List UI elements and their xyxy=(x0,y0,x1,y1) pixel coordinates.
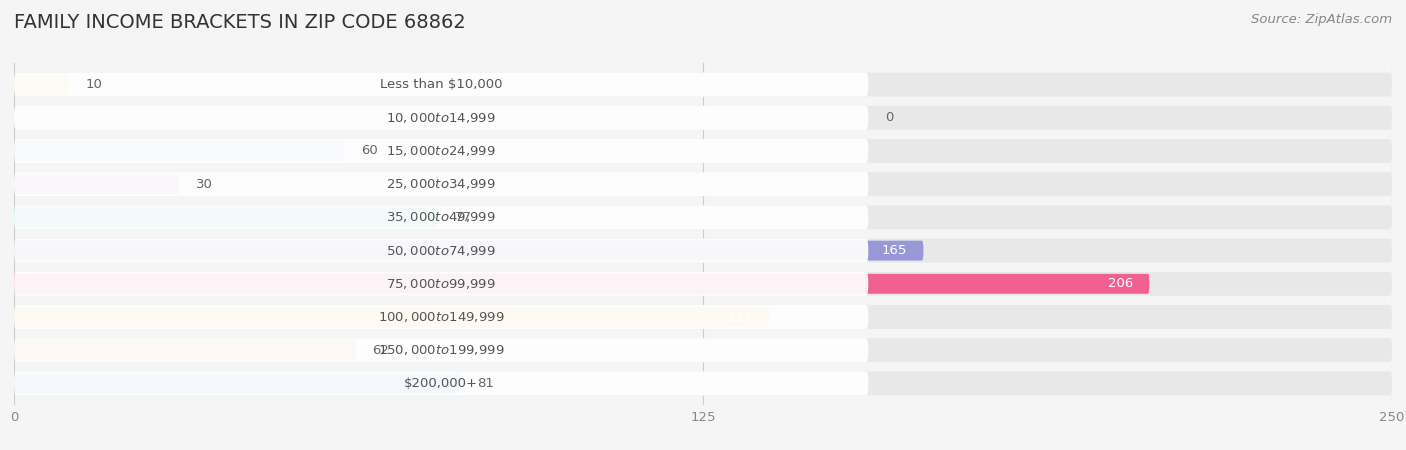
Text: 77: 77 xyxy=(456,211,472,224)
FancyBboxPatch shape xyxy=(14,206,869,230)
Text: Less than $10,000: Less than $10,000 xyxy=(380,78,502,91)
FancyBboxPatch shape xyxy=(14,305,1392,329)
Text: $25,000 to $34,999: $25,000 to $34,999 xyxy=(387,177,496,191)
FancyBboxPatch shape xyxy=(14,238,1392,262)
FancyBboxPatch shape xyxy=(14,238,869,262)
Text: $75,000 to $99,999: $75,000 to $99,999 xyxy=(387,277,496,291)
FancyBboxPatch shape xyxy=(14,338,1392,362)
FancyBboxPatch shape xyxy=(14,207,439,227)
Text: 165: 165 xyxy=(882,244,907,257)
FancyBboxPatch shape xyxy=(14,172,1392,196)
FancyBboxPatch shape xyxy=(14,106,1392,130)
Text: $10,000 to $14,999: $10,000 to $14,999 xyxy=(387,111,496,125)
FancyBboxPatch shape xyxy=(14,139,1392,163)
FancyBboxPatch shape xyxy=(14,272,869,296)
Text: 206: 206 xyxy=(1108,277,1133,290)
FancyBboxPatch shape xyxy=(14,371,869,396)
FancyBboxPatch shape xyxy=(14,141,344,161)
FancyBboxPatch shape xyxy=(14,75,69,94)
Text: $150,000 to $199,999: $150,000 to $199,999 xyxy=(378,343,505,357)
FancyBboxPatch shape xyxy=(14,72,869,97)
Text: 137: 137 xyxy=(727,310,752,324)
Text: FAMILY INCOME BRACKETS IN ZIP CODE 68862: FAMILY INCOME BRACKETS IN ZIP CODE 68862 xyxy=(14,14,465,32)
FancyBboxPatch shape xyxy=(14,72,1392,97)
FancyBboxPatch shape xyxy=(14,340,356,360)
FancyBboxPatch shape xyxy=(14,274,1150,294)
Text: 0: 0 xyxy=(884,111,893,124)
FancyBboxPatch shape xyxy=(14,272,1392,296)
Text: 62: 62 xyxy=(373,344,389,357)
Text: 81: 81 xyxy=(477,377,494,390)
FancyBboxPatch shape xyxy=(14,305,869,329)
Text: 30: 30 xyxy=(195,178,212,191)
FancyBboxPatch shape xyxy=(14,241,924,261)
FancyBboxPatch shape xyxy=(14,371,1392,396)
Text: $35,000 to $49,999: $35,000 to $49,999 xyxy=(387,211,496,225)
FancyBboxPatch shape xyxy=(14,106,869,130)
FancyBboxPatch shape xyxy=(14,374,461,393)
Text: 10: 10 xyxy=(86,78,103,91)
Text: $15,000 to $24,999: $15,000 to $24,999 xyxy=(387,144,496,158)
FancyBboxPatch shape xyxy=(14,174,180,194)
FancyBboxPatch shape xyxy=(14,139,869,163)
Text: $50,000 to $74,999: $50,000 to $74,999 xyxy=(387,243,496,257)
Text: $200,000+: $200,000+ xyxy=(404,377,478,390)
FancyBboxPatch shape xyxy=(14,338,869,362)
Text: Source: ZipAtlas.com: Source: ZipAtlas.com xyxy=(1251,14,1392,27)
FancyBboxPatch shape xyxy=(14,172,869,196)
FancyBboxPatch shape xyxy=(14,206,1392,230)
FancyBboxPatch shape xyxy=(14,307,769,327)
Text: 60: 60 xyxy=(361,144,378,158)
Text: $100,000 to $149,999: $100,000 to $149,999 xyxy=(378,310,505,324)
